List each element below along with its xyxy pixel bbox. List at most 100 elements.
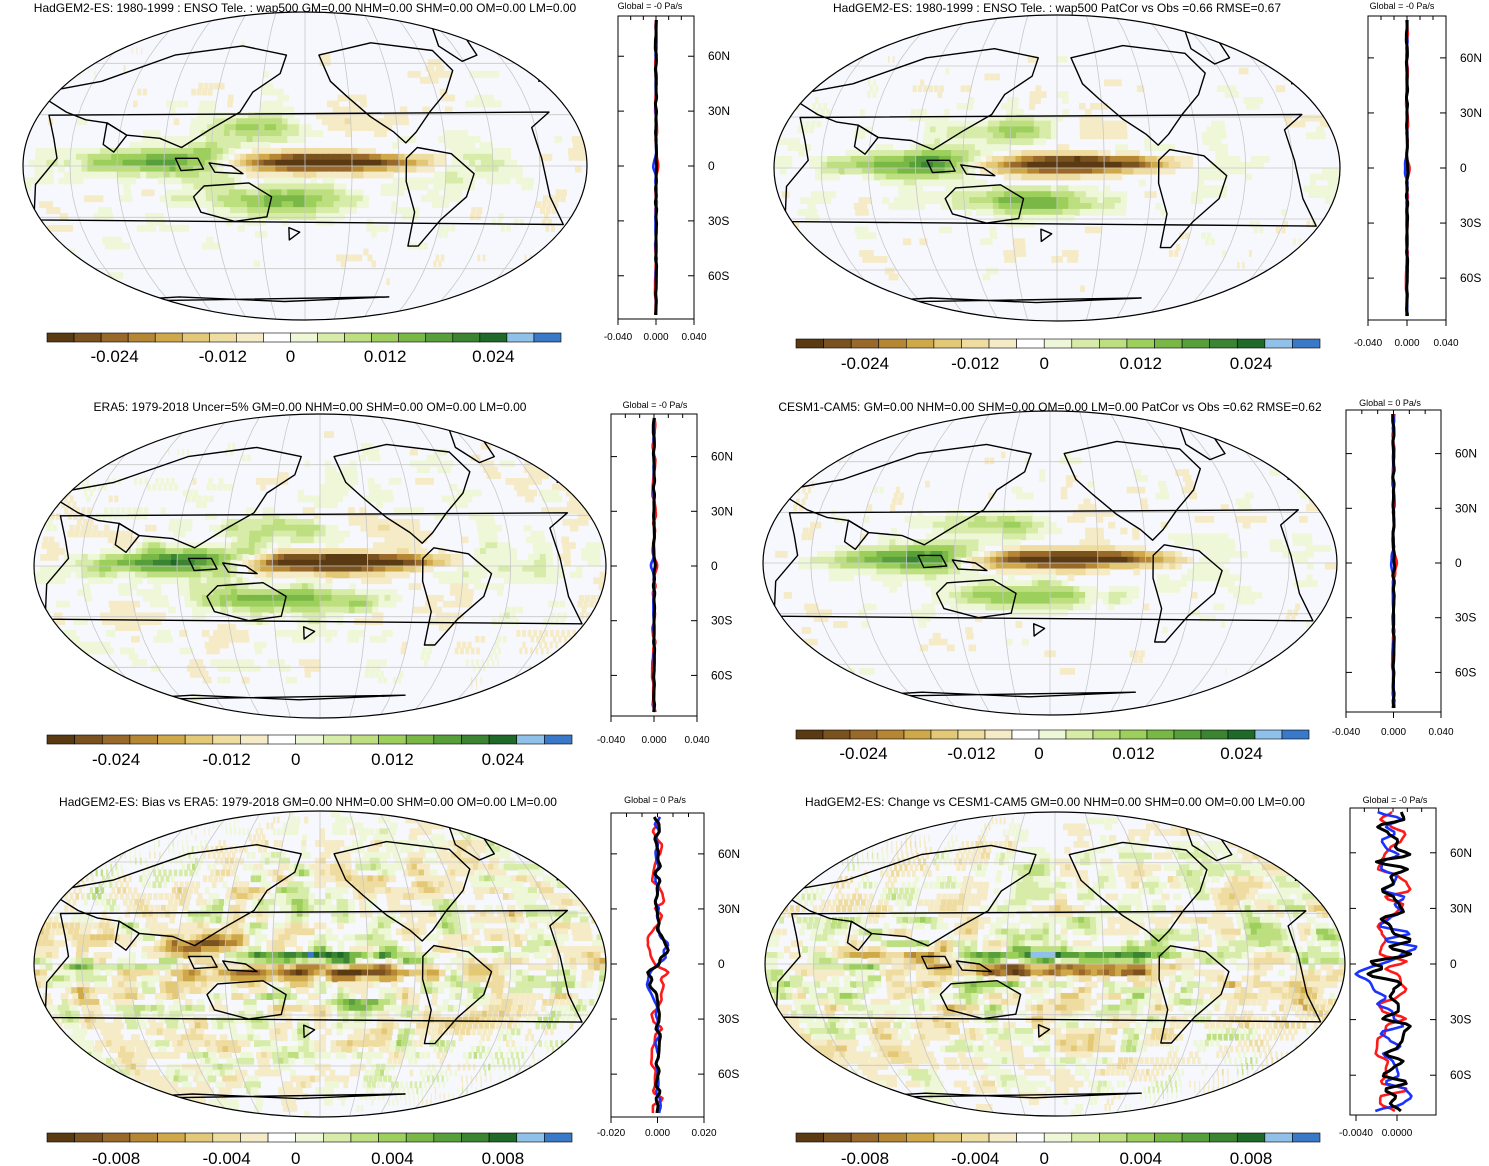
field-cell — [367, 254, 373, 262]
field-cell — [858, 556, 866, 564]
field-cell — [1037, 545, 1045, 552]
field-cell — [492, 165, 500, 173]
field-cell — [536, 635, 540, 643]
field-cell — [432, 195, 439, 203]
field-cell — [928, 138, 935, 146]
field-cell — [469, 159, 476, 167]
field-cell — [69, 159, 77, 167]
field-cell — [284, 606, 292, 614]
field-cell — [1299, 515, 1308, 523]
field-cell — [465, 647, 470, 655]
field-cell — [287, 136, 294, 143]
field-cell — [244, 606, 252, 614]
field-cell — [298, 153, 306, 161]
field-cell — [437, 466, 446, 474]
field-cell — [462, 577, 469, 585]
field-cell — [337, 565, 345, 573]
field-cell — [1010, 208, 1018, 216]
field-cell — [416, 153, 424, 161]
field-cell — [313, 536, 321, 544]
field-cell — [474, 70, 484, 78]
field-cell — [494, 641, 499, 649]
field-cell — [785, 155, 793, 163]
field-cell — [367, 571, 375, 579]
field-cell — [1258, 226, 1264, 234]
field-cell — [456, 577, 464, 585]
field-cell — [408, 542, 416, 550]
field-cell — [1213, 132, 1221, 140]
colorbar-swatch — [290, 332, 318, 343]
field-cell — [302, 594, 309, 602]
field-cell — [105, 171, 113, 179]
field-cell — [942, 551, 950, 558]
field-cell — [1108, 126, 1116, 134]
field-cell — [888, 273, 899, 281]
field-cell — [174, 483, 179, 491]
field-cell — [304, 153, 312, 161]
field-cell — [359, 94, 367, 102]
field-cell — [384, 589, 392, 596]
field-cell — [416, 466, 425, 474]
field-cell — [1256, 591, 1263, 599]
field-cell — [259, 213, 267, 220]
field-cell — [927, 144, 935, 151]
field-cell — [123, 147, 130, 155]
field-cell — [1056, 114, 1064, 122]
field-cell — [1198, 574, 1206, 582]
field-cell — [832, 167, 840, 175]
field-cell — [531, 59, 543, 66]
field-cell — [803, 126, 809, 134]
field-cell — [1303, 533, 1312, 541]
field-cell — [1040, 91, 1047, 98]
field-cell — [987, 203, 995, 210]
field-cell — [1204, 173, 1211, 181]
field-cell — [533, 577, 541, 585]
field-cell — [260, 577, 268, 585]
field-cell — [574, 153, 582, 161]
field-cell — [1049, 603, 1057, 611]
field-cell — [838, 155, 846, 163]
field-cell — [104, 242, 115, 250]
field-cell — [367, 565, 375, 573]
field-cell — [325, 483, 332, 491]
field-cell — [481, 100, 491, 108]
field-cell — [339, 159, 347, 167]
field-cell — [81, 507, 86, 514]
field-cell — [183, 589, 192, 596]
field-cell — [354, 600, 362, 608]
field-cell — [455, 594, 462, 602]
field-cell — [63, 254, 75, 262]
field-cell — [213, 589, 221, 596]
field-cell — [211, 647, 220, 655]
field-cell — [105, 559, 113, 567]
field-cell — [1222, 580, 1229, 587]
field-cell — [492, 647, 496, 655]
field-cell — [136, 542, 143, 550]
field-cell — [585, 612, 591, 620]
field-cell — [367, 577, 375, 585]
field-cell — [1097, 132, 1105, 140]
field-cell — [856, 161, 864, 169]
field-cell — [972, 580, 980, 587]
field-cell — [912, 574, 920, 582]
field-cell — [307, 554, 315, 561]
field-cell — [1115, 167, 1123, 175]
field-cell — [137, 659, 147, 666]
field-cell — [972, 539, 980, 547]
field-cell — [1091, 120, 1098, 128]
field-cell — [175, 518, 181, 526]
field-cell — [383, 112, 392, 120]
field-cell — [68, 70, 71, 78]
field-cell — [428, 70, 437, 78]
field-cell — [1002, 545, 1009, 552]
field-cell — [146, 153, 153, 161]
field-cell — [909, 150, 917, 157]
field-cell — [196, 118, 203, 126]
field-cell — [1039, 114, 1047, 122]
field-cell — [148, 542, 155, 550]
field-cell — [475, 165, 482, 173]
field-cell — [556, 612, 562, 620]
field-cell — [1115, 562, 1123, 570]
field-cell — [308, 612, 315, 620]
